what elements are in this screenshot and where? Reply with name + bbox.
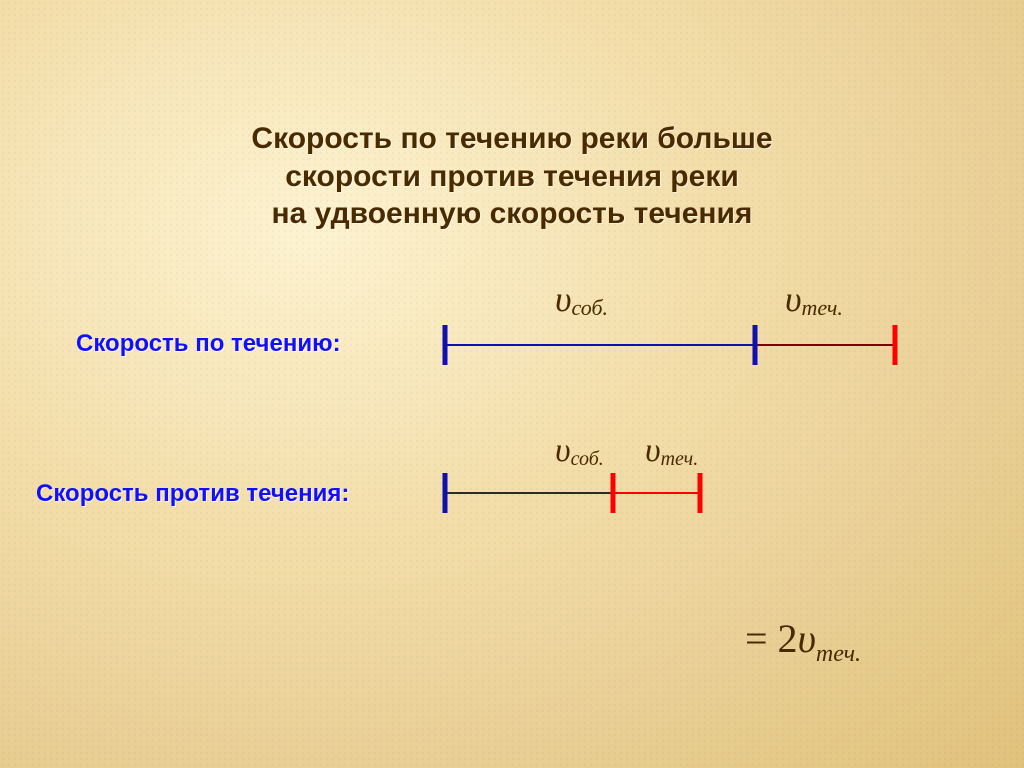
upstream-diagram [0,0,1024,768]
